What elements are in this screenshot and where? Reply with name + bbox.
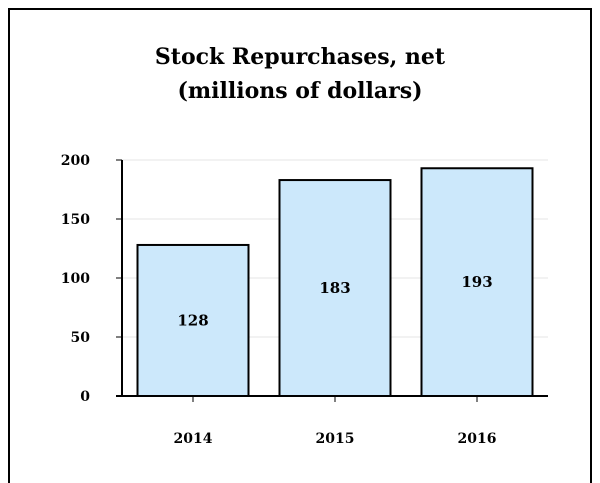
y-tick-label-150: 150 — [61, 212, 90, 228]
x-tick-label-2015: 2015 — [316, 431, 355, 447]
y-tick-label-100: 100 — [61, 271, 90, 287]
chart-subtitle: (millions of dollars) — [177, 78, 423, 104]
data-label-2015: 183 — [319, 279, 350, 297]
bar-2016 — [420, 167, 534, 397]
data-label-2014: 128 — [177, 311, 208, 329]
chart-title: Stock Repurchases, net — [154, 44, 446, 70]
bars — [136, 167, 534, 397]
bar-2015 — [278, 179, 392, 397]
data-label-2016: 193 — [461, 273, 492, 291]
axes — [116, 159, 548, 402]
x-tick-label-2014: 2014 — [174, 431, 213, 447]
y-tick-label-50: 50 — [71, 330, 91, 346]
x-tick-label-2016: 2016 — [458, 431, 497, 447]
chart-title-block: Stock Repurchases, net (millions of doll… — [0, 40, 600, 108]
y-tick-label-0: 0 — [80, 389, 90, 405]
labels: 0 50 100 150 200 128 2014 183 2015 193 2016 — [61, 153, 497, 447]
y-tick-label-200: 200 — [61, 153, 90, 169]
bar-2014 — [136, 243, 250, 397]
